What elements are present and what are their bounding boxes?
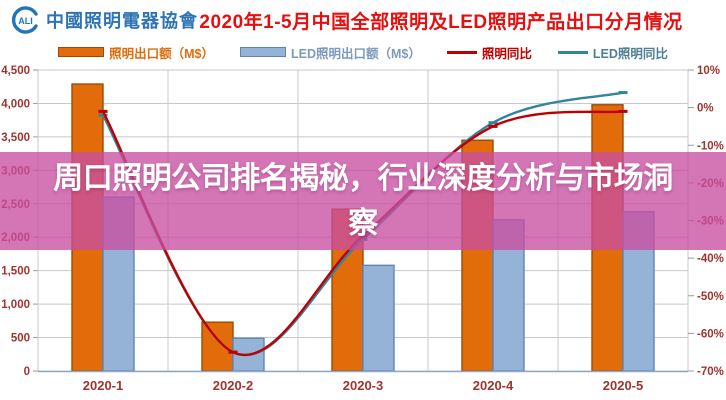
left-axis-tick-label: 1,500 — [1, 266, 30, 278]
left-axis-tick-label: 500 — [11, 333, 30, 345]
legend-label: LED照明同比 — [592, 46, 668, 61]
x-axis-category-label: 2020-1 — [83, 378, 123, 393]
left-axis-tick-label: 4,500 — [1, 65, 30, 77]
legend-label: LED照明出口额（M$） — [290, 46, 421, 61]
legend-label: 照明出口额（M$） — [109, 46, 214, 61]
cali-logo-icon: ALI — [11, 6, 38, 34]
svg-text:ALI: ALI — [18, 16, 33, 26]
trend-line-照明同比 — [101, 110, 624, 356]
right-axis-tick-label: 0% — [697, 103, 714, 115]
x-axis-category-label: 2020-4 — [473, 378, 514, 393]
chart-legend: 照明出口额（M$） LED照明出口额（M$） 照明同比 LED照明同比 — [0, 40, 726, 64]
line-marker — [488, 121, 498, 125]
watermark-text: 周口照明公司排名揭秘，行业深度分析与市场洞察 — [53, 162, 673, 240]
x-axis-category-label: 2020-2 — [213, 378, 253, 393]
right-axis-tick-label: -10% — [697, 140, 724, 152]
left-axis-tick-label: 3,500 — [1, 132, 30, 144]
x-axis-category-label: 2020-5 — [603, 378, 643, 393]
line-marker — [228, 350, 238, 354]
left-axis-tick-label: 1,000 — [1, 299, 30, 311]
legend-item-1: LED照明出口额（M$） — [239, 43, 421, 62]
legend-line-swatch — [446, 50, 477, 54]
page-title: 2020年1-5月中国全部照明及LED照明产品出口分月情况 — [199, 11, 683, 33]
legend-item-2: 照明同比 — [446, 43, 532, 62]
line-marker — [618, 91, 628, 95]
bar-照明出口额（M$） — [201, 321, 234, 372]
legend-bar-swatch — [239, 47, 286, 57]
right-axis-tick-label: -60% — [697, 328, 724, 340]
legend-bar-swatch — [58, 47, 105, 57]
left-axis-tick-label: 0 — [24, 366, 30, 378]
right-axis-tick-label: 10% — [697, 65, 720, 77]
right-axis-tick-label: -70% — [697, 366, 724, 378]
header: ALI 中國照明電器協會 2020年1-5月中国全部照明及LED照明产品出口分月… — [0, 0, 726, 40]
line-marker — [98, 113, 108, 117]
watermark-banner: 周口照明公司排名揭秘，行业深度分析与市场洞察 — [0, 152, 726, 250]
association-name: 中國照明電器協會 — [46, 11, 198, 31]
right-axis-tick-label: -50% — [697, 291, 724, 303]
legend-item-0: 照明出口额（M$） — [58, 43, 214, 62]
bar-LED照明出口额（M$） — [362, 264, 395, 372]
line-marker — [98, 109, 108, 113]
right-axis-tick-label: -40% — [697, 253, 724, 265]
x-axis-category-label: 2020-3 — [343, 378, 383, 393]
legend-item-3: LED照明同比 — [557, 43, 668, 62]
left-axis-tick-label: 4,000 — [1, 98, 30, 110]
legend-line-swatch — [557, 50, 588, 54]
line-marker — [488, 124, 498, 128]
legend-label: 照明同比 — [481, 46, 532, 61]
line-marker — [618, 109, 628, 113]
association-logo: ALI 中國照明電器協會 — [0, 5, 197, 35]
